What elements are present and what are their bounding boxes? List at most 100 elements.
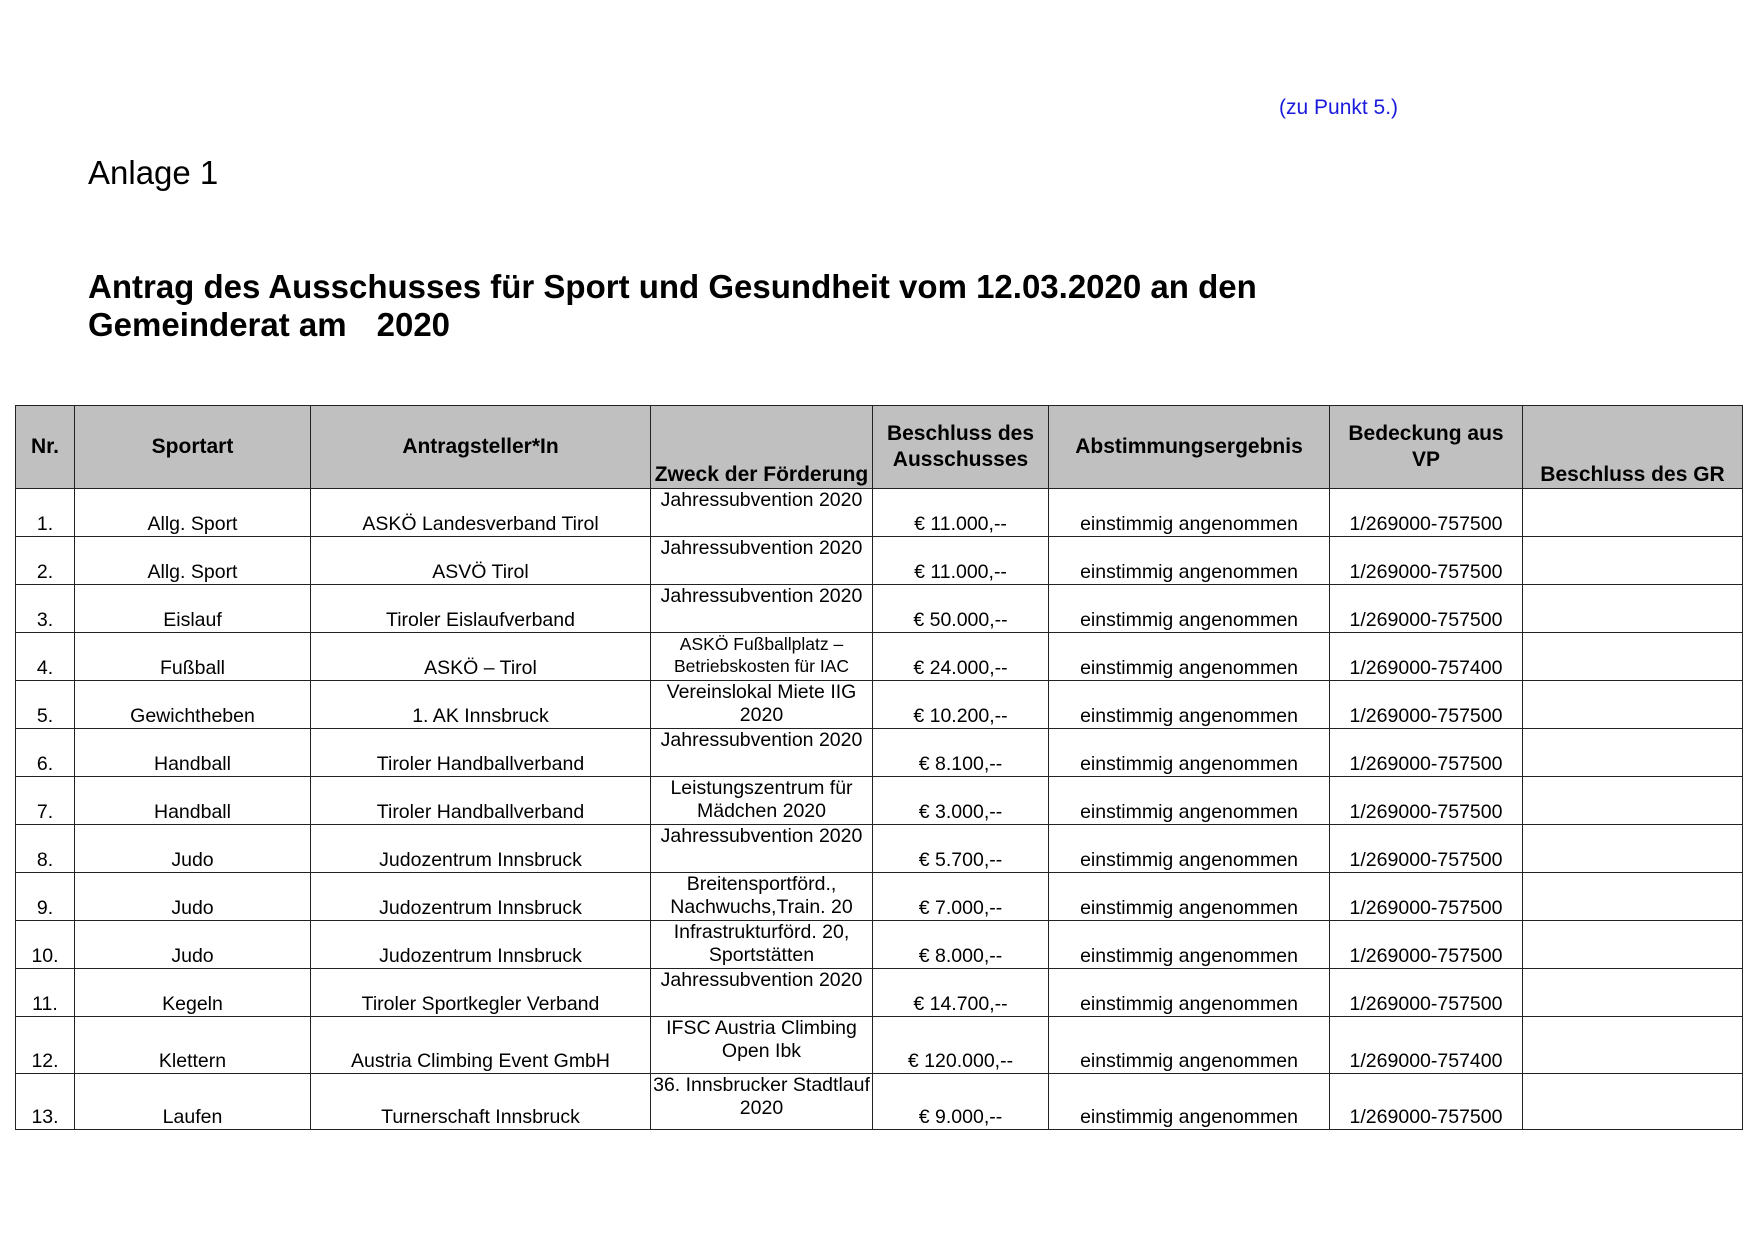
column-header-nr: Nr.: [15, 405, 75, 489]
cell-beschluss-ausschuss: € 3.000,--: [872, 776, 1049, 825]
cell-abstimmungsergebnis: einstimmig angenommen: [1048, 776, 1330, 825]
cell-nr: 2.: [15, 536, 75, 585]
cell-bedeckung: 1/269000-757500: [1329, 536, 1523, 585]
cell-antragsteller: Judozentrum Innsbruck: [310, 824, 651, 873]
cell-abstimmungsergebnis: einstimmig angenommen: [1048, 584, 1330, 633]
cell-zweck: Jahressubvention 2020: [650, 536, 873, 585]
title-line-2b: 2020: [376, 306, 451, 343]
cell-beschluss-ausschuss: € 8.100,--: [872, 728, 1049, 777]
cell-abstimmungsergebnis: einstimmig angenommen: [1048, 728, 1330, 777]
cell-nr: 8.: [15, 824, 75, 873]
column-header-zweck: Zweck der Förderung: [650, 405, 873, 489]
cell-zweck: Jahressubvention 2020: [650, 584, 873, 633]
table-row: 2. Allg. Sport ASVÖ Tirol Jahressubvention …: [15, 536, 1743, 585]
table-row: 3. Eislauf Tiroler Eislaufverband Jahressub…: [15, 584, 1743, 633]
cell-zweck: Vereinslokal Miete IIG 2020: [650, 680, 873, 729]
cell-sportart: Judo: [74, 872, 311, 921]
cell-sportart: Laufen: [74, 1073, 311, 1130]
table-row: 13. Laufen Turnerschaft Innsbruck 36. Innsb…: [15, 1073, 1743, 1130]
cell-zweck: Jahressubvention 2020: [650, 824, 873, 873]
cell-zweck: Leistungszentrum für Mädchen 2020: [650, 776, 873, 825]
cell-zweck: IFSC Austria Climbing Open Ibk: [650, 1016, 873, 1074]
cell-beschluss-ausschuss: € 9.000,--: [872, 1073, 1049, 1130]
cell-bedeckung: 1/269000-757500: [1329, 920, 1523, 969]
cell-beschluss-gr: [1522, 584, 1743, 633]
cell-beschluss-ausschuss: € 120.000,--: [872, 1016, 1049, 1074]
cell-nr: 10.: [15, 920, 75, 969]
cell-nr: 13.: [15, 1073, 75, 1130]
cell-sportart: Kegeln: [74, 968, 311, 1017]
cell-antragsteller: Tiroler Sportkegler Verband: [310, 968, 651, 1017]
cell-sportart: Eislauf: [74, 584, 311, 633]
cell-zweck: ASKÖ Fußballplatz – Betriebskosten für I…: [650, 632, 873, 681]
cell-beschluss-ausschuss: € 14.700,--: [872, 968, 1049, 1017]
cell-bedeckung: 1/269000-757500: [1329, 776, 1523, 825]
cell-nr: 12.: [15, 1016, 75, 1074]
cell-beschluss-gr: [1522, 776, 1743, 825]
cell-zweck: Jahressubvention 2020: [650, 488, 873, 537]
table-row: 8. Judo Judozentrum Innsbruck Jahressubvent…: [15, 824, 1743, 873]
cell-nr: 4.: [15, 632, 75, 681]
table-row: 10. Judo Judozentrum Innsbruck Infrastruktu…: [15, 920, 1743, 969]
cell-zweck: Jahressubvention 2020: [650, 968, 873, 1017]
column-header-antragsteller: Antragsteller*In: [310, 405, 651, 489]
cell-bedeckung: 1/269000-757500: [1329, 584, 1523, 633]
cell-beschluss-ausschuss: € 11.000,--: [872, 536, 1049, 585]
cell-antragsteller: 1. AK Innsbruck: [310, 680, 651, 729]
attachment-label: Anlage 1: [88, 154, 219, 191]
cell-beschluss-ausschuss: € 10.200,--: [872, 680, 1049, 729]
cell-abstimmungsergebnis: einstimmig angenommen: [1048, 536, 1330, 585]
cell-zweck: 36. Innsbrucker Stadtlauf 2020: [650, 1073, 873, 1130]
funding-table: Nr. Sportart Antragsteller*In Zweck der För…: [15, 405, 1743, 1130]
cell-abstimmungsergebnis: einstimmig angenommen: [1048, 824, 1330, 873]
cell-sportart: Klettern: [74, 1016, 311, 1074]
cell-antragsteller: ASKÖ – Tirol: [310, 632, 651, 681]
table-row: 1. Allg. Sport ASKÖ Landesverband Tirol Jah…: [15, 488, 1743, 537]
cell-abstimmungsergebnis: einstimmig angenommen: [1048, 680, 1330, 729]
cell-zweck: Jahressubvention 2020: [650, 728, 873, 777]
table-row: 6. Handball Tiroler Handballverband Jahress…: [15, 728, 1743, 777]
cell-nr: 1.: [15, 488, 75, 537]
cell-nr: 11.: [15, 968, 75, 1017]
cell-beschluss-gr: [1522, 488, 1743, 537]
cell-antragsteller: Turnerschaft Innsbruck: [310, 1073, 651, 1130]
cell-sportart: Gewichtheben: [74, 680, 311, 729]
cell-antragsteller: Tiroler Handballverband: [310, 728, 651, 777]
cell-beschluss-gr: [1522, 728, 1743, 777]
cell-sportart: Judo: [74, 824, 311, 873]
cell-beschluss-gr: [1522, 1016, 1743, 1074]
cell-zweck: Infrastrukturförd. 20, Sportstätten: [650, 920, 873, 969]
cell-bedeckung: 1/269000-757500: [1329, 824, 1523, 873]
table-row: 5. Gewichtheben 1. AK Innsbruck Vereinsloka…: [15, 680, 1743, 729]
cell-bedeckung: 1/269000-757500: [1329, 728, 1523, 777]
cell-abstimmungsergebnis: einstimmig angenommen: [1048, 920, 1330, 969]
cell-beschluss-gr: [1522, 632, 1743, 681]
cell-nr: 5.: [15, 680, 75, 729]
cell-beschluss-gr: [1522, 920, 1743, 969]
cell-nr: 7.: [15, 776, 75, 825]
table-header-row: Nr. Sportart Antragsteller*In Zweck der För…: [15, 405, 1743, 489]
cell-sportart: Allg. Sport: [74, 488, 311, 537]
cell-beschluss-gr: [1522, 536, 1743, 585]
table-row: 7. Handball Tiroler Handballverband Leistun…: [15, 776, 1743, 825]
table-row: 12. Klettern Austria Climbing Event GmbH IF…: [15, 1016, 1743, 1074]
cell-beschluss-gr: [1522, 968, 1743, 1017]
cell-sportart: Fußball: [74, 632, 311, 681]
column-header-abstimmungsergebnis: Abstimmungsergebnis: [1048, 405, 1330, 489]
cell-abstimmungsergebnis: einstimmig angenommen: [1048, 872, 1330, 921]
cell-antragsteller: Tiroler Eislaufverband: [310, 584, 651, 633]
cell-bedeckung: 1/269000-757500: [1329, 872, 1523, 921]
cell-bedeckung: 1/269000-757500: [1329, 968, 1523, 1017]
table-row: 11. Kegeln Tiroler Sportkegler Verband Jahr…: [15, 968, 1743, 1017]
cell-nr: 3.: [15, 584, 75, 633]
cell-bedeckung: 1/269000-757400: [1329, 1016, 1523, 1074]
cell-sportart: Judo: [74, 920, 311, 969]
title-line-2a: Gemeinderat am: [88, 306, 347, 343]
cell-beschluss-ausschuss: € 5.700,--: [872, 824, 1049, 873]
column-header-beschluss-gr: Beschluss des GR: [1522, 405, 1743, 489]
cell-zweck: Breitensportförd., Nachwuchs,Train. 20: [650, 872, 873, 921]
cell-bedeckung: 1/269000-757500: [1329, 1073, 1523, 1130]
cell-abstimmungsergebnis: einstimmig angenommen: [1048, 1073, 1330, 1130]
column-header-bedeckung: Bedeckung aus VP: [1329, 405, 1523, 489]
cell-bedeckung: 1/269000-757500: [1329, 488, 1523, 537]
